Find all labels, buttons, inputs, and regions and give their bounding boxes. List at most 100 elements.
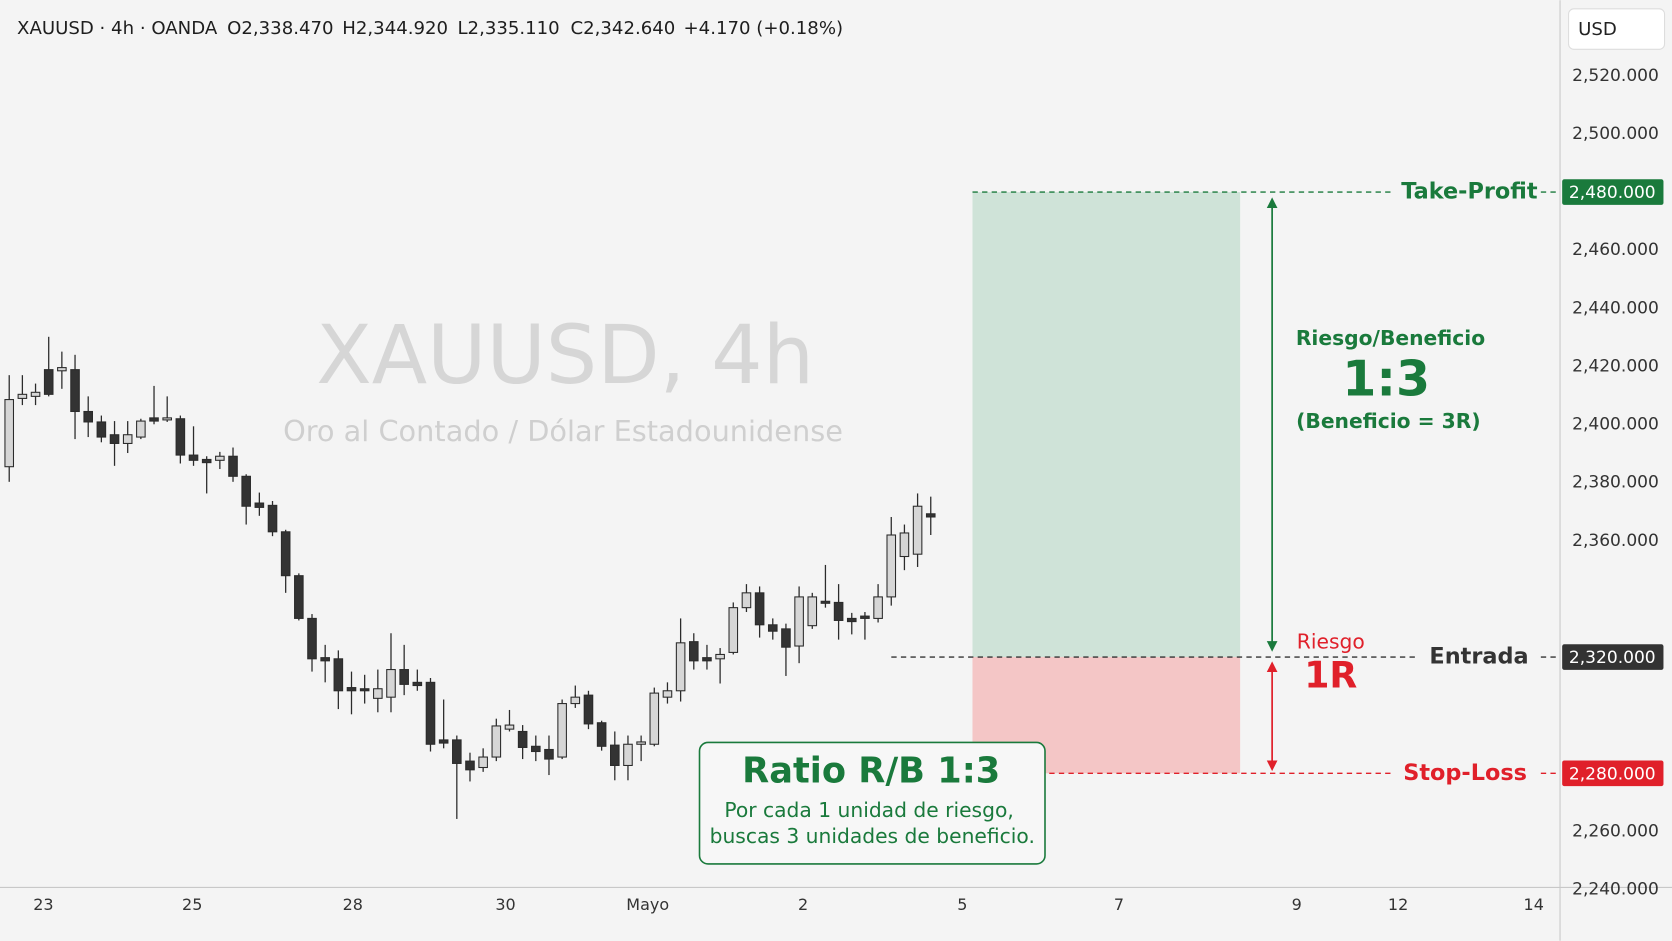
candle-body (17, 393, 28, 399)
candle-body (846, 617, 857, 623)
info-title: Ratio R/B 1:3 (742, 750, 1000, 791)
candle-body (899, 532, 910, 558)
plot: Take-Profit Entrada Stop-Loss Riesgo/Benefi… (4, 179, 1561, 819)
candle-body (399, 669, 409, 685)
watermark-title: XAUUSD, 4h (316, 309, 814, 403)
reward-arrow-head (1266, 197, 1278, 209)
x-tick-label: Mayo (626, 895, 669, 914)
y-tick-label: 2,460.000 (1572, 240, 1659, 260)
y-tick-label: 2,240.000 (1572, 880, 1659, 900)
candle-body (860, 615, 870, 619)
candle-body (478, 756, 488, 769)
candle-body (359, 688, 370, 692)
candle-body (122, 434, 133, 444)
candle-body (438, 739, 449, 744)
header-low: L2,335.110 (457, 18, 559, 39)
x-tick-label: 9 (1292, 895, 1302, 914)
level-label: Take-Profit (1401, 179, 1538, 205)
risk-arrow-head (1266, 760, 1278, 772)
header-symbol: XAUUSD · 4h · OANDA (17, 18, 218, 39)
watermark-subtitle: Oro al Contado / Dólar Estadounidense (283, 414, 843, 448)
candle-body (517, 730, 528, 748)
price-badge (1562, 179, 1664, 205)
price-badge (1562, 644, 1664, 670)
candle-body (781, 628, 791, 648)
candle-body (70, 369, 80, 413)
level-label: Stop-Loss (1403, 760, 1527, 786)
price-badge-label: 2,280.000 (1569, 764, 1656, 784)
candle-body (215, 455, 225, 461)
candle-body (109, 434, 120, 444)
candle-body (425, 681, 436, 745)
candle-body (307, 617, 317, 660)
reward-ratio: 1:3 (1342, 349, 1430, 407)
y-tick-label: 2,360.000 (1572, 531, 1659, 551)
candle-body (583, 694, 594, 725)
reward-arrow-head (1266, 641, 1278, 652)
candle-body (294, 575, 304, 619)
y-tick-label: 2,440.000 (1572, 298, 1659, 318)
candle-body (333, 658, 344, 692)
candle-body (557, 703, 567, 758)
x-tick-label: 12 (1388, 895, 1408, 914)
candle-body (4, 399, 15, 468)
candle-body (820, 600, 831, 604)
info-line: Por cada 1 unidad de riesgo, (724, 798, 1013, 822)
candle-body (30, 391, 41, 397)
candle-body (702, 657, 712, 662)
candle-body (794, 596, 804, 647)
risk-ratio: 1R (1304, 653, 1357, 696)
candle-body (728, 607, 739, 653)
x-tick-label: 25 (182, 895, 202, 914)
candle-body (57, 367, 67, 372)
candle-body (412, 681, 423, 687)
reward-zone (972, 192, 1241, 658)
candle-body (346, 687, 357, 692)
candle-body (452, 739, 462, 764)
candle-body (241, 475, 251, 507)
price-badge (1562, 760, 1664, 787)
info-line: buscas 3 unidades de beneficio. (710, 824, 1035, 848)
candle-body (504, 724, 515, 730)
risk-title: Riesgo (1297, 630, 1365, 654)
candle-body (83, 410, 94, 423)
candle-body (833, 601, 844, 621)
x-tick-label: 14 (1524, 895, 1544, 914)
candle-body (96, 421, 107, 438)
candle-body (149, 417, 159, 422)
x-tick-label: 7 (1114, 895, 1124, 914)
candle-body (491, 725, 502, 758)
candle-body (280, 531, 291, 577)
candle-body (201, 458, 212, 464)
candle-body (162, 417, 172, 421)
y-tick-label: 2,500.000 (1572, 124, 1659, 144)
candle-body (886, 534, 897, 598)
candle-body (228, 455, 238, 477)
candle-body (136, 420, 146, 438)
candle-body (688, 641, 699, 662)
candle-body (254, 502, 265, 508)
candle-body (741, 592, 752, 609)
candle-body (623, 743, 633, 767)
candle-body (175, 418, 186, 456)
candle-body (531, 745, 541, 753)
y-tick-label: 2,380.000 (1572, 473, 1659, 493)
candle-body (807, 596, 818, 627)
candle-body (675, 642, 686, 692)
x-tick-label: 30 (495, 895, 515, 914)
level-label: Entrada (1429, 644, 1528, 670)
header-change: +4.170 (+0.18%) (684, 18, 844, 39)
candle-body (873, 596, 883, 619)
y-tick-label: 2,400.000 (1572, 415, 1659, 435)
candle-body (465, 760, 475, 771)
y-tick-label: 2,420.000 (1572, 356, 1659, 376)
candle-body (767, 624, 778, 632)
candle-body (649, 692, 660, 745)
currency-box[interactable] (1568, 8, 1666, 50)
candle-body (610, 744, 620, 767)
risk-arrow-head (1266, 661, 1278, 672)
header-open: O2,338.470 (227, 18, 333, 39)
info-box (698, 741, 1046, 865)
candle-body (570, 696, 581, 705)
